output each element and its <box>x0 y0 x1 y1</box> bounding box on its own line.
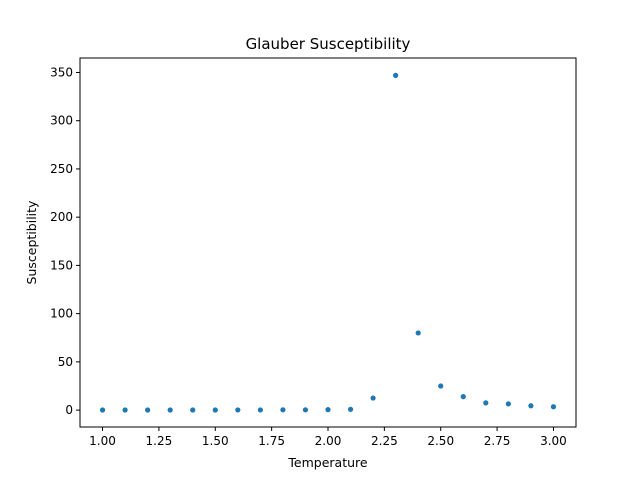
data-points <box>99 72 557 413</box>
data-point <box>528 403 534 409</box>
y-axis-label: Susceptibility <box>24 200 39 284</box>
plot-area <box>79 57 577 428</box>
data-point <box>415 330 421 336</box>
data-point <box>122 407 128 413</box>
data-point <box>370 395 376 401</box>
y-tick-label: 50 <box>58 355 73 369</box>
y-tick-label: 150 <box>50 258 73 272</box>
data-point <box>393 72 399 78</box>
chart-title: Glauber Susceptibility <box>246 35 411 53</box>
data-point <box>99 407 106 413</box>
data-point <box>505 401 511 407</box>
y-axis: 0 50 100 150 200 250 300 350 <box>50 65 80 417</box>
x-tick-label: 1.25 <box>146 434 173 448</box>
data-point <box>347 406 354 412</box>
data-point <box>212 407 218 413</box>
data-point <box>302 407 309 413</box>
data-point <box>550 404 557 410</box>
x-tick-label: 2.75 <box>484 434 511 448</box>
data-point <box>257 407 263 413</box>
x-tick-label: 2.25 <box>371 434 398 448</box>
x-tick-label: 2.00 <box>315 434 342 448</box>
data-point <box>190 407 196 413</box>
data-point <box>280 407 286 413</box>
data-point <box>145 407 151 413</box>
x-axis-label: Temperature <box>287 455 367 470</box>
data-point <box>460 394 466 400</box>
y-tick-label: 250 <box>50 162 73 176</box>
data-point <box>325 407 331 413</box>
y-tick-label: 350 <box>50 65 73 79</box>
x-tick-label: 2.50 <box>427 434 454 448</box>
x-axis: 1.00 1.25 1.50 1.75 2.00 2.25 2.50 2.75 3.00 <box>89 427 567 448</box>
data-point <box>438 383 444 389</box>
y-tick-label: 0 <box>65 403 73 417</box>
data-point <box>235 407 241 413</box>
x-tick-label: 1.75 <box>258 434 285 448</box>
x-tick-label: 1.50 <box>202 434 229 448</box>
y-tick-label: 100 <box>50 307 73 321</box>
y-tick-label: 200 <box>50 210 73 224</box>
data-point <box>483 400 489 406</box>
y-tick-label: 300 <box>50 114 73 128</box>
data-point <box>167 407 173 413</box>
x-tick-label: 1.00 <box>89 434 116 448</box>
x-tick-label: 3.00 <box>540 434 567 448</box>
